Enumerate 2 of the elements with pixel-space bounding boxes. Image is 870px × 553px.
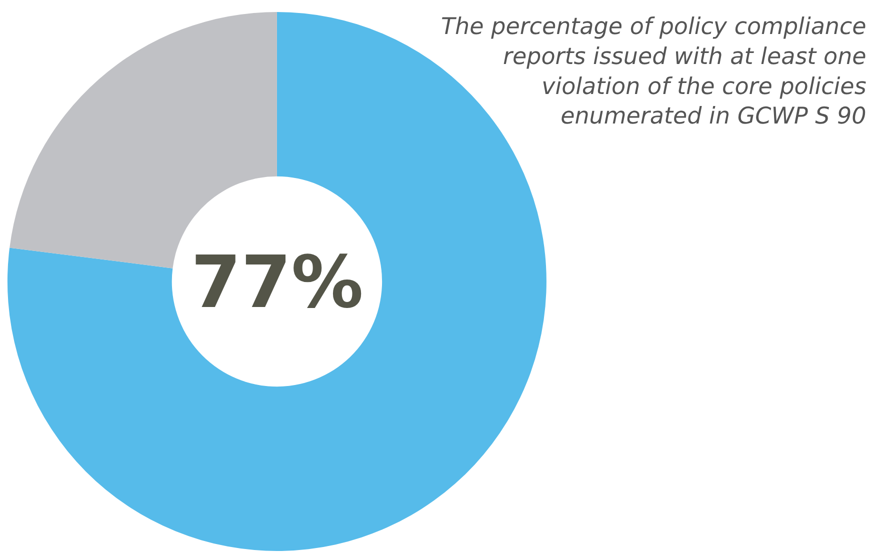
text: The percentage of policy compliance reports issued with at least one violation of the core policies enumerated in GCWP S 90	[441, 14, 866, 130]
text: 77%	[191, 240, 364, 324]
